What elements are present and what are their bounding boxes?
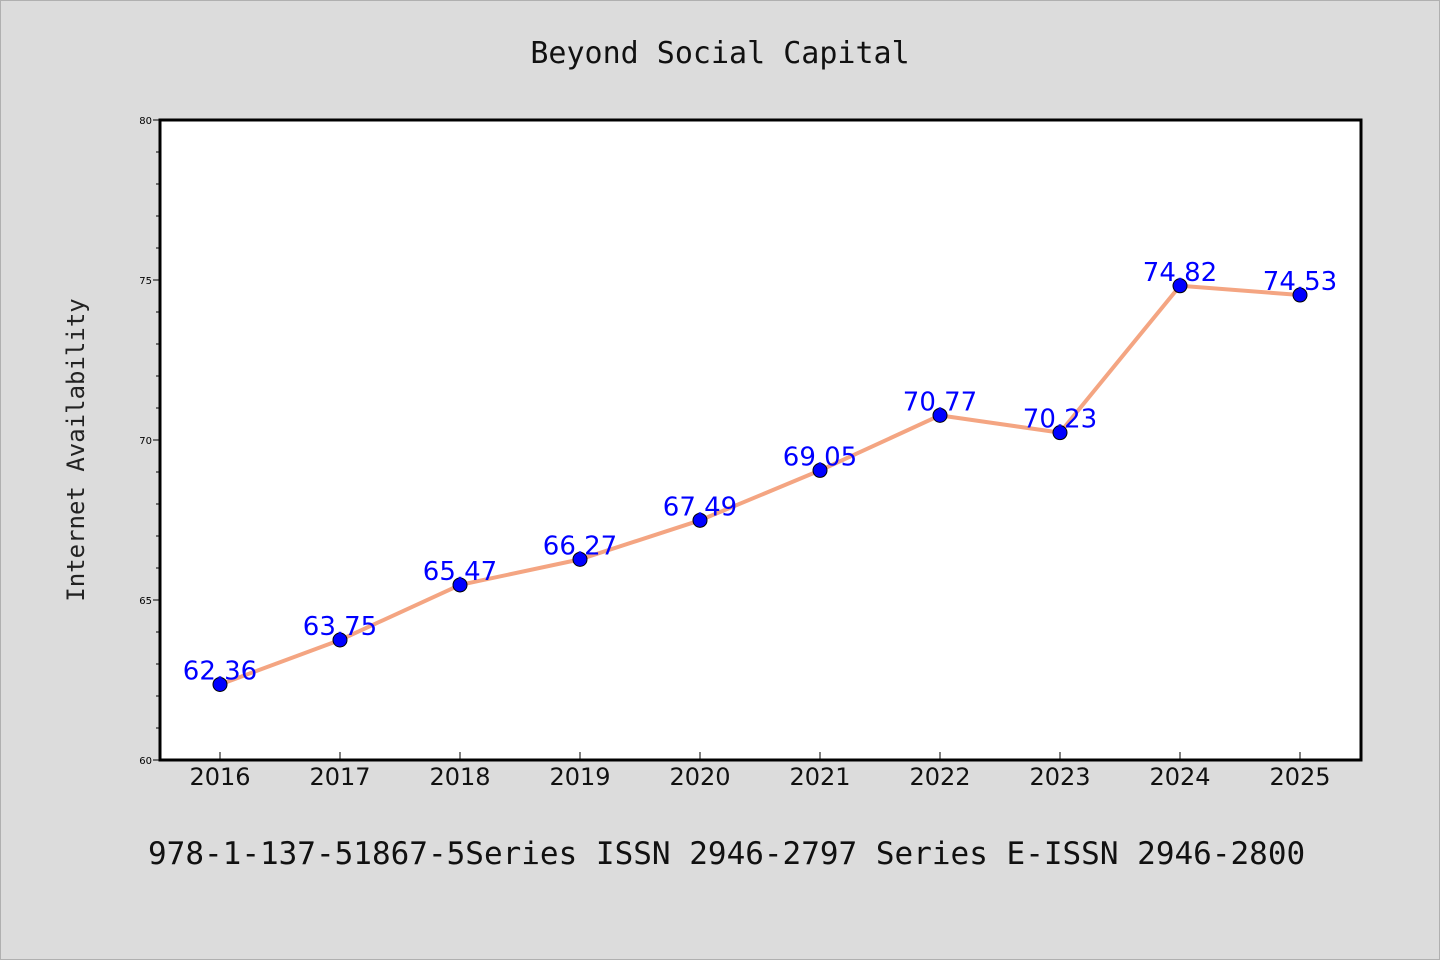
x-tick-label: 2024: [1149, 763, 1210, 791]
y-tick-label: 60: [139, 756, 152, 767]
y-tick-label: 80: [139, 116, 152, 127]
data-label: 74.82: [1143, 258, 1217, 288]
data-labels: 62.36 63.75 65.47 66.27 67.49 69.05 70.77 70.23…: [183, 258, 1337, 687]
data-point: [932, 407, 948, 423]
chart-title: Beyond Social Capital: [530, 36, 909, 71]
x-tick-label: 2023: [1029, 763, 1090, 791]
y-tick-label: 75: [139, 276, 152, 287]
data-label: 74.53: [1263, 267, 1337, 297]
data-label: 65.47: [423, 557, 497, 587]
plot-area: [160, 120, 1361, 760]
data-label: 66.27: [543, 531, 617, 561]
data-label: 69.05: [783, 442, 857, 472]
plot-frame: [158, 118, 1363, 762]
data-point: [452, 577, 468, 593]
series-line-group: [219, 283, 1301, 687]
data-label: 70.23: [1023, 405, 1097, 435]
data-label: 70.77: [903, 387, 977, 417]
data-point: [1292, 287, 1308, 303]
x-tick-label: 2018: [429, 763, 490, 791]
y-axis-label: Internet Availability: [62, 298, 90, 601]
data-point: [332, 632, 348, 648]
data-label: 67.49: [663, 492, 737, 522]
x-tick-label: 2021: [789, 763, 850, 791]
data-label: 63.75: [303, 612, 377, 642]
x-tick-label: 2016: [189, 763, 250, 791]
data-point: [212, 676, 228, 692]
y-tick-label: 65: [139, 596, 152, 607]
x-tick-label: 2025: [1269, 763, 1330, 791]
x-tick-label: 2019: [549, 763, 610, 791]
x-tick-label: 2020: [669, 763, 730, 791]
x-tick-label: 2017: [309, 763, 370, 791]
data-point: [812, 462, 828, 478]
series-markers: [212, 278, 1308, 692]
data-point: [1052, 425, 1068, 441]
data-label: 62.36: [183, 656, 257, 686]
data-point: [1172, 278, 1188, 294]
y-tick-label: 70: [139, 436, 152, 447]
y-axis-ticks: 60 65 70 75 80: [139, 116, 160, 767]
series-line: [219, 283, 1301, 687]
data-point: [572, 551, 588, 567]
data-point: [692, 512, 708, 528]
footer-isbn-issn: 978-1-137-51867-5Series ISSN 2946-2797 S…: [148, 836, 1305, 872]
x-tick-label: 2022: [909, 763, 970, 791]
x-axis-ticks: 2016 2017 2018 2019 2020 2021 2022 2023 2024 2025: [189, 752, 1331, 791]
